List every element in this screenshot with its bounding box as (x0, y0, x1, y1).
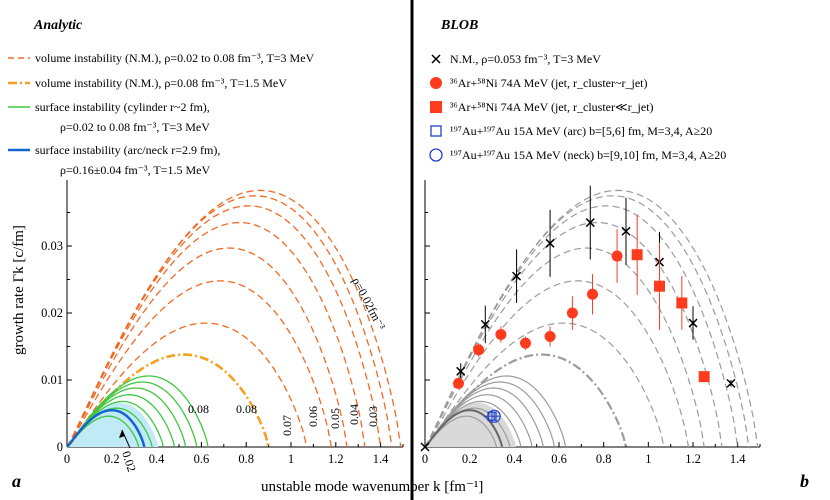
nm-cross-marker (456, 366, 466, 376)
legend-label-au-arc: ¹⁹⁷Au+¹⁹⁷Au 15A MeV (arc) b=[5,6] fm, M=… (450, 124, 712, 138)
series-curve (66, 408, 146, 448)
legend-label-au-neck: ¹⁹⁷Au+¹⁹⁷Au 15A MeV (neck) b=[9,10] fm, … (450, 148, 726, 162)
ar-ni-square-marker (676, 297, 688, 309)
ar-ni-square-marker (698, 371, 710, 383)
legend-label-volume-t15: volume instability (N.M.), ρ=0.08 fm⁻³, … (35, 76, 287, 90)
curve-label-004: 0.04 (347, 404, 361, 425)
ar-ni-circle-marker (520, 337, 531, 349)
series-curve (66, 280, 332, 448)
curve-label-003: 0.03 (366, 406, 380, 427)
nm-cross-marker (621, 226, 631, 236)
curve-label-006: 0.06 (306, 406, 320, 427)
curve-label-007: 0.07 (280, 415, 294, 436)
legend-marker-cross (431, 54, 441, 64)
arc-neck-uncertainty-band (67, 402, 159, 447)
ar-ni-circle-marker (453, 377, 464, 389)
right-curves (424, 189, 759, 448)
series-curve (66, 205, 382, 448)
x-tick-label: 0 (64, 452, 70, 466)
nm-cross-marker (512, 271, 522, 281)
curve-label-005: 0.05 (328, 408, 342, 429)
x-tick-label: 0.4 (507, 452, 523, 466)
x-tick-label: 1.2 (328, 452, 344, 466)
ar-ni-circle-marker (587, 288, 598, 300)
curve-label-arrow-002: 0.02 (119, 449, 139, 473)
y-tick-label: 0 (57, 440, 63, 454)
curve-label-rho-002: ρ=0.02fm⁻³ (349, 275, 388, 332)
x-tick-label: 0.6 (551, 452, 567, 466)
legend-marker-red-square (430, 101, 442, 113)
series-curve (66, 221, 366, 448)
x-tick-label: 0.6 (194, 452, 210, 466)
x-tick-label: 0.4 (149, 452, 165, 466)
x-tick-label: 0.2 (462, 452, 478, 466)
legend-label-arcneck-2: ρ=0.16±0.04 fm⁻³, T=1.5 MeV (60, 163, 210, 177)
nm-cross-marker (688, 318, 698, 328)
x-tick-label: 0.2 (104, 452, 120, 466)
legend-label-arcneck: surface instability (arc/neck r=2.9 fm), (35, 143, 220, 157)
right-ticks: 0 0.2 0.4 0.6 0.8 1 1.2 1.4 (422, 212, 761, 466)
panel-letter-a: a (12, 471, 21, 491)
series-curve (424, 322, 665, 448)
left-legend: volume instability (N.M.), ρ=0.02 to 0.0… (8, 51, 315, 177)
legend-label-cylinder: surface instability (cylinder r~2 fm), (35, 100, 210, 114)
ar-ni-circle-marker (611, 250, 623, 262)
y-axis-title: growth rate Γk [c/fm] (11, 225, 27, 355)
curve-label-arrowhead (119, 430, 125, 438)
series-curve (424, 280, 690, 448)
arc-neck-uncertainty-band (425, 402, 516, 447)
right-points (420, 185, 736, 452)
nm-cross-marker (585, 218, 595, 228)
series-curve (66, 247, 348, 448)
x-tick-label: 0.8 (238, 452, 254, 466)
series-curve (424, 247, 705, 448)
nm-cross-marker (420, 442, 430, 452)
nm-cross-marker (480, 319, 490, 329)
x-tick-label: 1 (645, 452, 651, 466)
legend-label-ar-square: ³⁶Ar+⁵⁸Ni 74A MeV (jet, r_cluster≪r_jet) (450, 100, 654, 114)
series-curve (424, 205, 739, 448)
ar-ni-square-marker (631, 249, 643, 261)
ar-ni-circle-marker (495, 328, 507, 340)
legend-marker-red-circle (430, 77, 442, 89)
x-tick-label: 1.4 (730, 452, 746, 466)
panel-letter-b: b (800, 471, 809, 491)
curve-labels: 0.08 0.08 0.07 0.06 0.05 0.04 0.03 ρ=0.0… (119, 275, 389, 474)
ar-ni-circle-marker (473, 344, 485, 356)
right-panel-title: BLOB (440, 18, 478, 33)
right-legend: N.M., ρ=0.053 fm⁻³, T=3 MeV ³⁶Ar+⁵⁸Ni 74… (429, 52, 726, 162)
ar-ni-circle-marker (544, 330, 556, 342)
curve-label-dashdot-008: 0.08 (236, 402, 257, 416)
ar-ni-square-marker (654, 280, 665, 292)
curve-label-green-008: 0.08 (188, 402, 209, 416)
legend-label-ar-circle: ³⁶Ar+⁵⁸Ni 74A MeV (jet, r_cluster~r_jet) (450, 76, 647, 90)
au-neck-circle-marker (487, 409, 501, 423)
ar-ni-circle-marker (566, 307, 578, 319)
nm-cross-marker (726, 378, 736, 388)
x-tick-label: 0.8 (596, 452, 612, 466)
y-tick-label: 0.03 (41, 239, 63, 253)
legend-label-cylinder-2: ρ=0.02 to 0.08 fm⁻³, T=3 MeV (60, 120, 210, 134)
left-curves (66, 189, 402, 448)
x-tick-label: 1.2 (685, 452, 701, 466)
legend-label-volume-t3: volume instability (N.M.), ρ=0.02 to 0.0… (35, 51, 315, 65)
series-curve (424, 409, 504, 448)
x-tick-label: 0 (422, 452, 428, 466)
legend-marker-blue-square (430, 125, 442, 137)
legend-marker-blue-circle (429, 148, 443, 162)
y-tick-label: 0.02 (41, 306, 63, 320)
x-tick-label: 1 (288, 452, 294, 466)
nm-cross-marker (545, 238, 555, 248)
series-curve (66, 322, 308, 448)
legend-label-nm: N.M., ρ=0.053 fm⁻³, T=3 MeV (450, 52, 601, 66)
x-tick-label: 1.4 (373, 452, 389, 466)
y-tick-label: 0.01 (41, 373, 63, 387)
left-panel-title: Analytic (33, 18, 83, 33)
x-axis-title: unstable mode wavenumber k [fm⁻¹] (261, 479, 483, 495)
